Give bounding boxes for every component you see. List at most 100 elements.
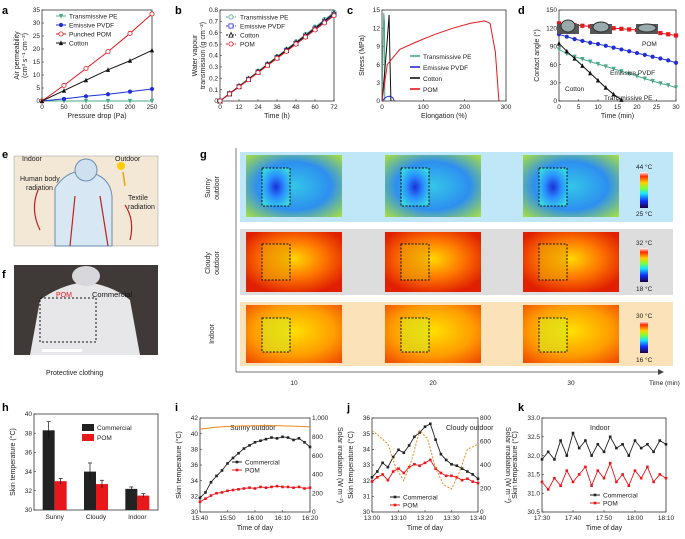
legend-label-punched_pom: Punched POM [69,31,111,38]
y-tick-label: 32 [191,494,199,501]
g-tick-30: 30 [567,380,575,387]
x-tick-label: 13:30 [443,515,460,522]
point-transmissive_pe [611,66,616,72]
y-tick-label: 30.5 [527,509,540,516]
radiation-arrow-2 [99,195,109,247]
point-commercial [559,439,562,442]
radiation-arrow-3 [33,189,41,231]
point-pom [602,476,606,480]
point-emissive_pvdf [572,37,577,42]
point-commercial [253,440,257,444]
point-pom [248,486,251,490]
x-tick-label: 15:50 [219,515,236,522]
y-tick-label: 0.5 [209,41,218,48]
point-cotton [603,85,608,90]
y-tick-label: 5 [36,85,40,92]
y2-axis-label: Solar irradiation (W m⁻²) [336,427,343,503]
point-pom [312,27,318,33]
point-transmissive_pe [634,74,640,79]
y-axis-label: Air permeability [14,31,21,80]
point-commercial [434,438,437,441]
y-tick-label: 35 [33,7,41,14]
series-line-solar [199,424,311,430]
point-punched_pom [105,49,111,55]
point-transmissive_pe [556,47,562,53]
ir-cloudy-10-pom [261,243,291,281]
y2-tick-label: 600 [312,453,323,460]
point-pom [237,487,240,491]
legend-label-transmissive_pe: Transmissive PE [423,54,472,61]
schematic-textile-radiation-label: radiation [128,204,155,211]
x-axis-label: Time of day [237,525,274,532]
point-commercial [608,435,612,439]
x-tick-label: 48 [292,104,300,111]
point-pom [281,485,284,489]
x-tick-label: 16:20 [302,515,319,522]
point-commercial [571,431,575,435]
y-tick-label: 0.2 [209,75,218,82]
ir-sunny-30 [523,155,619,217]
point-emissive_pvdf [673,60,679,65]
panel-label-c: c [347,5,353,17]
legend-label-emissive_pvdf: Emissive PVDF [423,65,468,72]
point-commercial [402,451,406,455]
annotation-2: Cotton [565,86,585,93]
point-pom [204,497,207,500]
category-label: Indoor [128,514,147,521]
point-pom [381,473,384,476]
scale-bar [42,349,82,352]
point-emissive_pvdf [588,40,593,45]
point-pom [220,491,224,494]
ir-indoor-10 [246,305,342,363]
point-pom [540,480,544,484]
legend-marker-emissive_pvdf [58,22,64,28]
row-label-indoor: Indoor [209,323,216,344]
point-punched_pom [83,66,89,72]
x-tick-label: 0 [40,104,44,111]
y-tick-label: 0.7 [209,19,218,26]
x-tick-label: 20 [633,104,641,111]
point-commercial [281,435,284,439]
point-commercial [476,477,480,481]
point-emissive_pvdf [149,86,155,92]
point-pom [455,475,459,479]
point-transmissive_pe [642,76,647,82]
legend-label-commercial: Commercial [245,459,280,466]
x-tick-label: 17:40 [565,515,582,522]
point-pom [559,484,562,487]
x-axis-label: Time of day [407,525,444,532]
schematic-indoor-label: Indoor [22,156,43,163]
point-pom [391,470,395,473]
point-pom [434,467,437,470]
point-emissive_pvdf [127,89,133,94]
y-tick-label: 0.6 [209,30,218,37]
point-emissive_pvdf [642,52,647,57]
point-pom [664,476,668,480]
plot-frame [381,9,507,102]
chart-title: Indoor [590,425,611,432]
x-tick-label: 300 [501,104,512,111]
point-commercial [553,458,556,461]
y-tick-label: 0 [376,98,380,105]
legend-label-pom: POM [603,500,618,507]
point-emissive_pvdf [611,45,616,50]
point-commercial [242,447,246,450]
legend-marker-pom [228,41,234,47]
colorbar-indoor [640,321,648,353]
point-punched_pom [61,82,67,88]
y-tick-label: 34 [363,447,371,454]
point-pom [619,26,624,31]
x-tick-label: 13:20 [417,515,434,522]
point-commercial [444,458,448,462]
point-commercial [546,450,550,454]
x-tick-label: 18:10 [658,515,675,522]
point-commercial [627,454,631,457]
point-pom [639,476,643,480]
point-punched_pom [127,30,133,36]
point-pom [666,32,671,37]
y-tick-label: 30 [25,507,33,514]
point-commercial [391,455,395,459]
point-punched_pom [149,11,155,17]
y-axis-label: Water vapour [192,34,199,76]
scale-indoor-min: 16 °C [636,356,653,364]
